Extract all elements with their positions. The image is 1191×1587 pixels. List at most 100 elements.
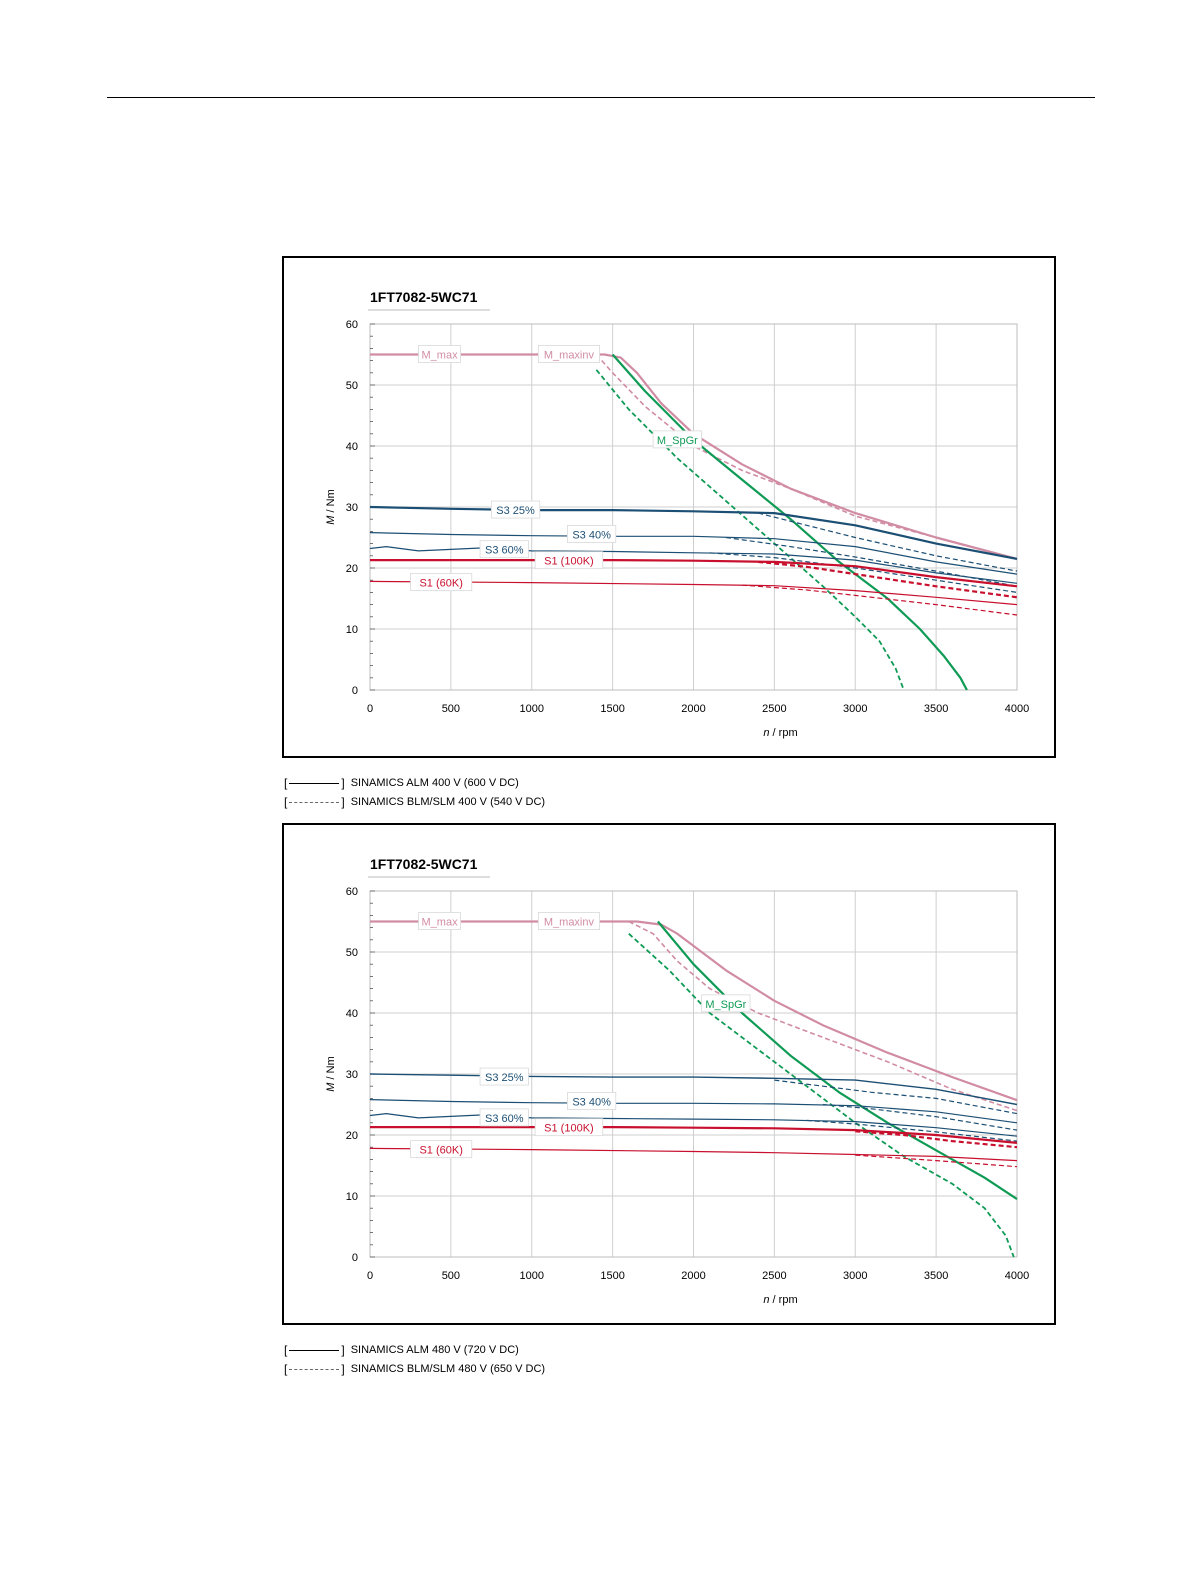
curve-label: M_max <box>418 912 461 930</box>
series-line-s3-8 <box>369 546 1018 584</box>
legend-row: [] SINAMICS ALM 480 V (720 V DC) <box>284 1341 545 1360</box>
curve-label-box <box>534 1118 604 1137</box>
series-line-spgr-3 <box>595 369 905 691</box>
curve-label: S3 40% <box>566 525 617 543</box>
x-tick-label: 3500 <box>924 703 948 715</box>
series-line-s3-5 <box>774 1079 1018 1115</box>
series-line-max-0 <box>370 920 1018 1102</box>
x-tick-label: 0 <box>367 703 373 715</box>
y-tick-label: 20 <box>346 563 358 575</box>
x-tick-label: 0 <box>367 1270 373 1282</box>
curve-label-box <box>652 430 702 449</box>
y-tick-label: 0 <box>352 685 358 697</box>
series-line-s1-13 <box>741 584 1018 616</box>
torque-speed-chart-480v: 1FT7082-5WC71 0 500 1000 1500 2000 2500 3000 350… <box>282 823 1056 1325</box>
x-tick-label: 3500 <box>924 1270 948 1282</box>
y-tick-label: 60 <box>346 319 358 331</box>
x-tick-label: 1500 <box>600 1270 624 1282</box>
x-tick-label: 2500 <box>762 1270 786 1282</box>
series-line-s1-11 <box>855 1130 1018 1149</box>
x-tick-label: 500 <box>442 1270 460 1282</box>
curve-label: S3 25% <box>479 1067 529 1086</box>
y-tick-label: 0 <box>352 1252 358 1264</box>
series-line-max-1 <box>595 353 1018 560</box>
series-line-spgr-2 <box>657 920 1018 1201</box>
curve-label-box <box>418 912 461 930</box>
page-top-rule <box>107 97 1095 98</box>
legend-swatch-solid <box>289 1350 340 1351</box>
chart-legend-400v: [] SINAMICS ALM 400 V (600 V DC) [] SINAMIC… <box>284 774 545 812</box>
y-tick-label: 40 <box>346 441 358 453</box>
legend-bracket-open: [ <box>284 1343 288 1357</box>
curve-label-box <box>479 540 529 559</box>
curve-label-box <box>534 551 604 570</box>
curve-label: M_maxinv <box>537 912 600 930</box>
legend-bracket-close: ] <box>341 1343 345 1357</box>
torque-speed-chart-400v: 1FT7082-5WC71 0 500 1000 1500 2000 2500 3000 350… <box>282 256 1056 758</box>
curve-label-text: S1 (60K) <box>419 578 462 590</box>
curve-label: S3 60% <box>479 1108 529 1127</box>
legend-swatch-dash <box>289 1369 340 1370</box>
curve-label-box <box>410 573 473 592</box>
curve-label: S3 40% <box>566 1092 617 1110</box>
x-tick-label: 500 <box>442 703 460 715</box>
curve-label-text: S1 (100K) <box>544 556 594 568</box>
x-tick-label: 1000 <box>520 703 544 715</box>
curve-label-text: M_SpGr <box>705 999 746 1011</box>
curve-label-box <box>537 912 600 930</box>
series-line-s3-8 <box>369 1113 1018 1137</box>
curve-label: M_max <box>418 345 461 363</box>
series-line-s1-12 <box>369 1147 1018 1162</box>
curve-label-text: M_maxinv <box>544 350 595 362</box>
curve-label: S1 (100K) <box>534 551 604 570</box>
y-tick-label: 30 <box>346 1069 358 1081</box>
y-axis-label: M / Nm <box>325 1056 337 1091</box>
series-line-s3-5 <box>758 512 1018 572</box>
series-line-s3-9 <box>709 552 1018 593</box>
series-line-s3-4 <box>369 505 1018 560</box>
x-tick-label: 3000 <box>843 1270 867 1282</box>
legend-row: [] SINAMICS BLM/SLM 480 V (650 V DC) <box>284 1360 545 1379</box>
y-tick-label: 10 <box>346 624 358 636</box>
legend-row: [] SINAMICS BLM/SLM 400 V (540 V DC) <box>284 793 545 812</box>
curve-label-box <box>566 525 617 543</box>
series-line-s3-7 <box>822 1103 1018 1131</box>
curve-label-box <box>410 1140 473 1159</box>
curve-label-box <box>490 500 541 519</box>
series-line-spgr-2 <box>611 353 968 691</box>
legend-bracket-close: ] <box>341 1362 345 1376</box>
chart-legend-480v: [] SINAMICS ALM 480 V (720 V DC) [] SINAMIC… <box>284 1341 545 1379</box>
curve-label-text: M_max <box>422 917 459 929</box>
x-tick-label: 1500 <box>600 703 624 715</box>
series-line-s3-6 <box>369 532 1018 575</box>
y-tick-label: 40 <box>346 1008 358 1020</box>
x-tick-label: 4000 <box>1005 1270 1029 1282</box>
legend-text: SINAMICS ALM 400 V (600 V DC) <box>350 777 519 789</box>
x-tick-label: 2000 <box>681 1270 705 1282</box>
legend-swatch-dash <box>289 802 340 803</box>
x-tick-label: 1000 <box>520 1270 544 1282</box>
curve-label: S1 (100K) <box>534 1118 604 1137</box>
series-line-s3-6 <box>369 1099 1018 1124</box>
curve-label-text: M_maxinv <box>544 917 595 929</box>
curve-label: S1 (60K) <box>410 1140 473 1159</box>
curve-label: M_SpGr <box>652 430 702 449</box>
series-line-max-1 <box>628 920 1018 1112</box>
curve-label-text: S3 60% <box>485 1113 524 1125</box>
curve-label-text: S3 40% <box>572 529 611 541</box>
chart-title: 1FT7082-5WC71 <box>370 289 478 305</box>
curve-label-text: S1 (60K) <box>419 1145 462 1157</box>
curve-label-box <box>701 994 751 1013</box>
x-axis-label: n / rpm <box>763 727 797 739</box>
series-line-s1-13 <box>855 1154 1018 1168</box>
series-line-s1-12 <box>369 580 1018 606</box>
y-tick-label: 50 <box>346 380 358 392</box>
legend-text: SINAMICS BLM/SLM 400 V (540 V DC) <box>350 796 546 808</box>
x-tick-label: 2500 <box>762 703 786 715</box>
curve-label: S3 60% <box>479 540 529 559</box>
curve-label-text: S3 60% <box>485 545 524 557</box>
curve-label-text: S3 25% <box>485 1072 524 1084</box>
x-tick-label: 4000 <box>1005 703 1029 715</box>
